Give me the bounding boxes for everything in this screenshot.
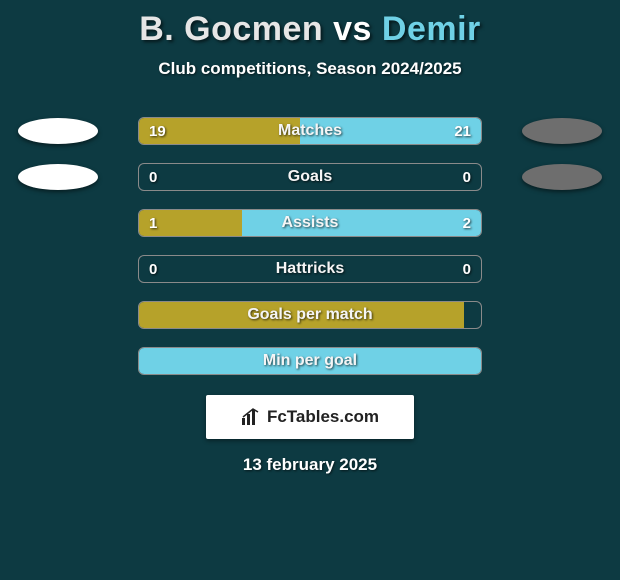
player2-marker bbox=[522, 118, 602, 144]
title-player1: B. Gocmen bbox=[139, 10, 323, 48]
stat-bar: Min per goal bbox=[138, 347, 482, 375]
stat-bar: 1921Matches bbox=[138, 117, 482, 145]
title-vs: vs bbox=[323, 10, 382, 48]
branding-text: FcTables.com bbox=[267, 407, 379, 427]
title-player2: Demir bbox=[382, 10, 481, 48]
stat-row: 12Assists bbox=[0, 203, 620, 249]
stat-label: Matches bbox=[139, 118, 481, 144]
branding-badge: FcTables.com bbox=[206, 395, 414, 439]
stat-row: 1921Matches bbox=[0, 111, 620, 157]
player1-marker bbox=[18, 164, 98, 190]
stat-row: Min per goal bbox=[0, 341, 620, 387]
stat-bar: 00Hattricks bbox=[138, 255, 482, 283]
stats-container: 1921Matches 00Goals 12Assists 00Hattricks Go… bbox=[0, 111, 620, 387]
stat-label: Goals bbox=[139, 164, 481, 190]
stat-label: Goals per match bbox=[139, 302, 481, 328]
stat-label: Min per goal bbox=[139, 348, 481, 374]
stat-row: Goals per match bbox=[0, 295, 620, 341]
stat-bar: 12Assists bbox=[138, 209, 482, 237]
date-text: 13 february 2025 bbox=[0, 455, 620, 475]
player2-marker bbox=[522, 164, 602, 190]
stat-row: 00Goals bbox=[0, 157, 620, 203]
chart-icon bbox=[241, 408, 261, 426]
stat-row: 00Hattricks bbox=[0, 249, 620, 295]
stat-bar: Goals per match bbox=[138, 301, 482, 329]
stat-label: Hattricks bbox=[139, 256, 481, 282]
page-title: B. Gocmen vs Demir bbox=[0, 0, 620, 49]
player1-marker bbox=[18, 118, 98, 144]
stat-label: Assists bbox=[139, 210, 481, 236]
subtitle: Club competitions, Season 2024/2025 bbox=[0, 59, 620, 79]
stat-bar: 00Goals bbox=[138, 163, 482, 191]
